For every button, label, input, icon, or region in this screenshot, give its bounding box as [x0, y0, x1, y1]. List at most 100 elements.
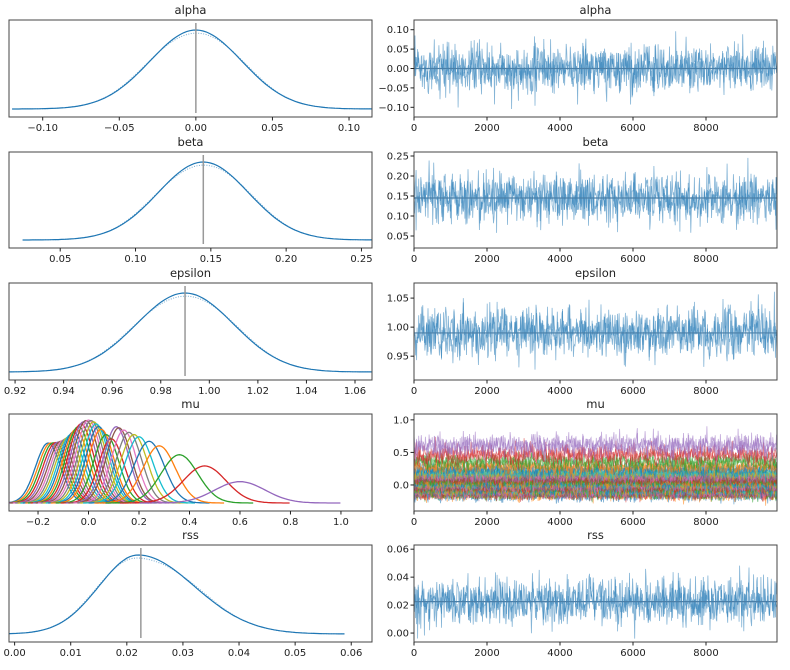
y-tick-label: 0.0 — [393, 480, 409, 491]
panel-title: beta — [178, 135, 204, 149]
axes-frame — [8, 282, 373, 381]
axes-frame — [8, 151, 373, 249]
plot-area — [414, 31, 777, 110]
kde-line-mu-17 — [40, 419, 142, 504]
y-tick-label: 0.5 — [393, 448, 409, 459]
plot-area — [9, 548, 345, 638]
trace-line-chain-2 — [414, 567, 777, 639]
x-tick-label: 2000 — [474, 386, 499, 397]
kde-line-mu-28 — [80, 433, 188, 504]
y-tick-label: 0.15 — [387, 192, 409, 203]
x-tick-label: 0.98 — [150, 386, 172, 397]
x-tick-label: 0.10 — [338, 123, 360, 134]
kde-line-chain-1 — [22, 161, 372, 241]
x-tick-label: 1.0 — [333, 517, 349, 528]
x-tick-label: 1.06 — [344, 386, 366, 397]
panel-epsilon-trace: epsilon 0 2000 4000 6000 8000 1.05 1.00 0.95 — [387, 266, 778, 397]
x-tick-label: 0.04 — [228, 648, 250, 659]
panel-title: alpha — [175, 3, 207, 17]
kde-line-chain-2 — [9, 557, 345, 635]
x-tick-label: 1.02 — [247, 386, 269, 397]
x-tick-label: 1.04 — [295, 386, 317, 397]
y-tick-label: 0.95 — [387, 352, 409, 363]
panel-title: epsilon — [575, 266, 616, 280]
x-tick-label: 0.01 — [60, 648, 82, 659]
y-tick-label: 1.05 — [387, 294, 409, 305]
kde-line-mu-33 — [119, 465, 290, 504]
plot-area — [9, 419, 341, 504]
x-tick-label: 0 — [411, 386, 417, 397]
x-tick-label: 0.0 — [81, 517, 97, 528]
kde-line-mu-16 — [38, 419, 139, 504]
x-tick-label: 8000 — [693, 123, 718, 134]
x-tick-label: 0.20 — [275, 254, 297, 265]
x-tick-label: 1.00 — [198, 386, 220, 397]
kde-line-mu-24 — [65, 426, 167, 504]
plot-area — [22, 155, 372, 244]
x-tick-label: 4000 — [547, 648, 572, 659]
y-tick-label: 0.04 — [387, 573, 409, 584]
x-tick-label: 0 — [411, 123, 417, 134]
y-tick-label: 0.05 — [387, 45, 409, 56]
x-tick-label: 0 — [411, 648, 417, 659]
plot-area — [9, 286, 372, 376]
panel-beta-trace: beta 0 2000 4000 6000 8000 0.25 0.20 0.15 0.10 0.0… — [387, 135, 778, 265]
y-tick-label: 1.00 — [387, 323, 409, 334]
panel-beta-kde: beta 0.05 0.10 0.15 0.20 0.25 — [8, 135, 373, 265]
kde-line-mu-19 — [45, 423, 147, 504]
x-tick-label: −0.2 — [26, 517, 50, 528]
x-tick-label: 0.05 — [49, 254, 71, 265]
x-tick-label: 0.03 — [172, 648, 194, 659]
y-tick-label: 0.20 — [387, 172, 409, 183]
x-tick-label: 2000 — [474, 123, 499, 134]
panel-epsilon-kde: epsilon 0.92 0.94 0.96 0.98 1.00 1.02 1.04 1.06 — [4, 266, 373, 397]
y-tick-label: 0.06 — [387, 545, 409, 556]
kde-line-mu-34 — [139, 480, 341, 504]
y-tick-label: 0.00 — [387, 629, 409, 640]
x-tick-label: 8000 — [693, 517, 718, 528]
x-tick-label: 0.15 — [200, 254, 222, 265]
y-tick-label: 0.10 — [387, 212, 409, 223]
panel-rss-kde: rss 0.00 0.01 0.02 0.03 0.04 0.05 0.06 — [3, 528, 373, 659]
y-tick-label: 0.10 — [387, 25, 409, 36]
kde-line-mu-2 — [9, 442, 104, 504]
x-tick-label: 0.06 — [340, 648, 362, 659]
x-tick-label: 6000 — [620, 123, 645, 134]
y-tick-label: 1.0 — [393, 415, 409, 426]
x-tick-label: −0.10 — [27, 123, 58, 134]
x-tick-label: 4000 — [547, 254, 572, 265]
axes-frame — [8, 19, 373, 118]
trace-line-chain-2 — [414, 299, 777, 367]
x-tick-label: 6000 — [620, 386, 645, 397]
panel-title: beta — [583, 135, 609, 149]
x-tick-label: 4000 — [547, 517, 572, 528]
x-tick-label: 0.2 — [131, 517, 147, 528]
panel-title: epsilon — [170, 266, 211, 280]
kde-line-mu-26 — [73, 429, 175, 504]
trace-line-chain-1 — [414, 162, 777, 233]
y-tick-label: 0.02 — [387, 601, 409, 612]
x-tick-label: 2000 — [474, 517, 499, 528]
panel-title: mu — [181, 397, 200, 411]
y-tick-label: −0.05 — [378, 83, 409, 94]
x-tick-label: 2000 — [474, 254, 499, 265]
x-tick-label: 6000 — [620, 254, 645, 265]
kde-line-mu-18 — [43, 421, 145, 504]
axes-frame — [413, 282, 778, 381]
kde-line-chain-2 — [12, 32, 372, 110]
kde-line-chain-1 — [9, 554, 345, 635]
panel-alpha-trace: alpha 0 2000 4000 6000 8000 0.10 0.05 0.00 −0.05 −… — [378, 3, 778, 134]
axes-frame — [413, 413, 778, 512]
y-tick-label: −0.10 — [378, 103, 409, 114]
kde-line-mu-32 — [105, 454, 254, 504]
axes-frame — [8, 413, 373, 512]
x-tick-label: 0.4 — [182, 517, 198, 528]
x-tick-label: 4000 — [547, 386, 572, 397]
y-tick-label: 0.00 — [387, 64, 409, 75]
x-tick-label: 0.05 — [284, 648, 306, 659]
kde-line-mu-29 — [83, 436, 195, 504]
x-tick-label: 8000 — [693, 254, 718, 265]
trace-line-chain-2 — [414, 31, 777, 110]
kde-line-chain-1 — [9, 292, 372, 373]
y-tick-label: 0.05 — [387, 232, 409, 243]
